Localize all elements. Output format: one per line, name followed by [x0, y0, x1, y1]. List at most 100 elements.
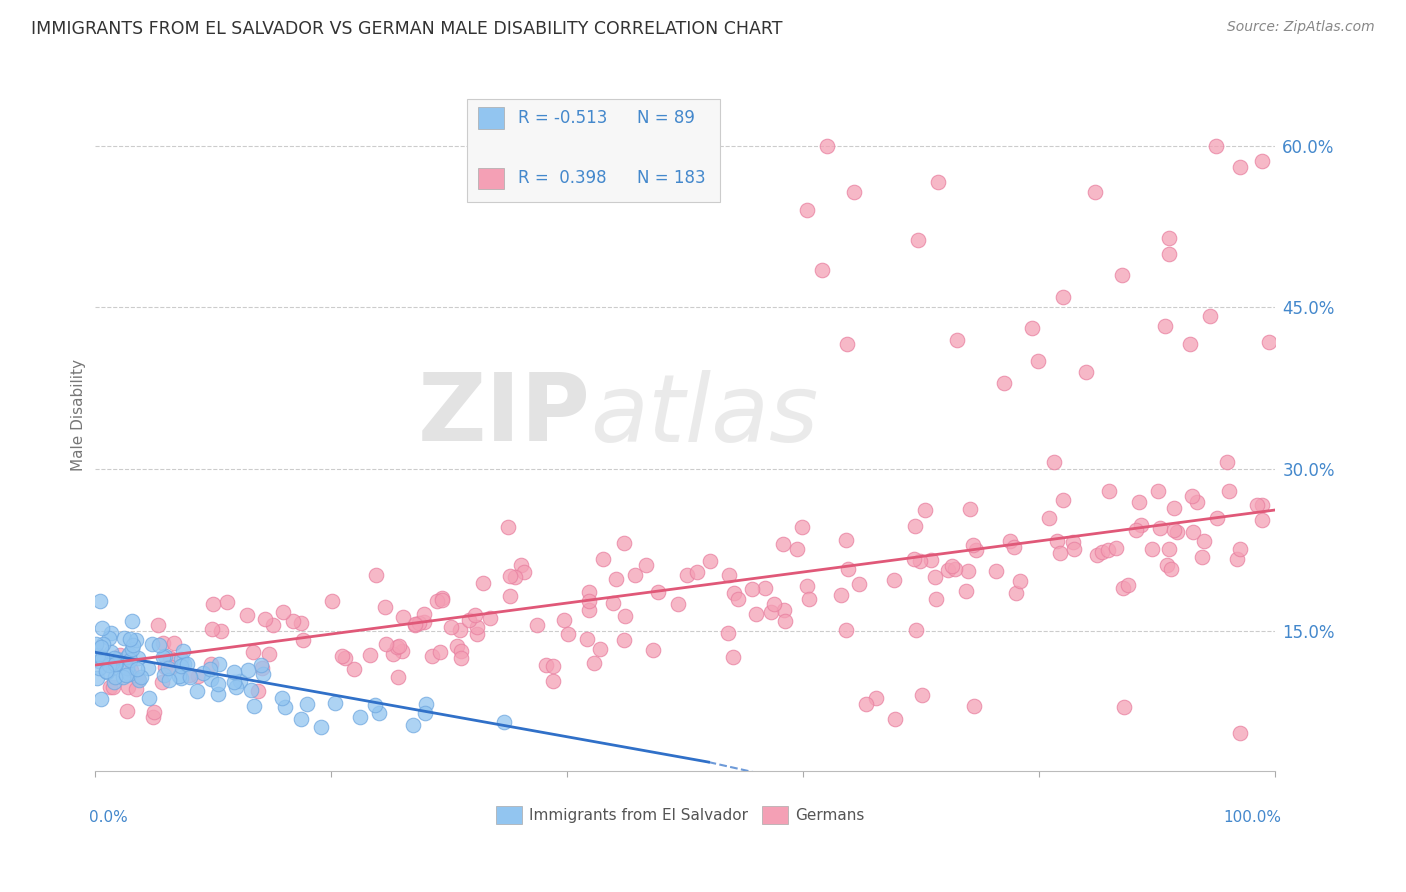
- Point: [478, 611, 501, 625]
- Point: [1226, 551, 1249, 566]
- Point: [382, 647, 405, 661]
- Point: [1052, 290, 1074, 304]
- Point: [159, 651, 181, 665]
- Point: [957, 565, 980, 579]
- Point: [1063, 541, 1085, 556]
- Point: [699, 553, 721, 567]
- Point: [623, 568, 645, 582]
- Point: [153, 668, 176, 682]
- Point: [200, 672, 222, 686]
- Point: [741, 582, 763, 596]
- Point: [1205, 511, 1227, 525]
- Point: [754, 581, 776, 595]
- Point: [163, 636, 186, 650]
- Point: [513, 565, 536, 579]
- Point: [1163, 501, 1185, 516]
- Point: [936, 563, 959, 577]
- Point: [84, 637, 107, 651]
- Point: [941, 558, 963, 573]
- Text: N = 89: N = 89: [637, 109, 695, 127]
- Point: [1098, 483, 1121, 498]
- Point: [666, 597, 689, 611]
- Point: [955, 583, 977, 598]
- Point: [103, 651, 125, 665]
- Point: [1005, 585, 1028, 599]
- Point: [136, 661, 159, 675]
- Point: [87, 648, 110, 663]
- Point: [848, 576, 870, 591]
- Point: [177, 667, 200, 681]
- Point: [148, 638, 170, 652]
- Point: [343, 662, 366, 676]
- Point: [905, 623, 928, 637]
- Text: 100.0%: 100.0%: [1223, 810, 1281, 825]
- Point: [962, 538, 984, 552]
- Point: [236, 663, 259, 677]
- Point: [835, 533, 858, 547]
- Point: [557, 626, 579, 640]
- Point: [413, 706, 436, 720]
- Point: [87, 654, 110, 668]
- Point: [1043, 455, 1066, 469]
- Point: [790, 520, 813, 534]
- Point: [90, 621, 112, 635]
- Point: [91, 637, 114, 651]
- Point: [311, 720, 333, 734]
- Point: [911, 689, 934, 703]
- Point: [290, 712, 312, 726]
- Point: [1157, 542, 1180, 557]
- Point: [387, 670, 409, 684]
- Point: [1076, 365, 1098, 379]
- Point: [101, 680, 124, 694]
- Point: [103, 660, 125, 674]
- Point: [157, 661, 180, 675]
- Point: [172, 644, 194, 658]
- FancyBboxPatch shape: [762, 806, 787, 824]
- Point: [271, 690, 294, 705]
- Point: [1002, 540, 1025, 554]
- Point: [1251, 498, 1274, 512]
- Point: [830, 588, 852, 602]
- Point: [772, 602, 794, 616]
- Point: [465, 627, 488, 641]
- Point: [200, 662, 222, 676]
- Point: [391, 644, 413, 658]
- Point: [1084, 185, 1107, 199]
- Point: [121, 614, 143, 628]
- Point: [914, 503, 936, 517]
- Point: [208, 657, 231, 671]
- Point: [1038, 511, 1060, 525]
- Point: [200, 657, 222, 671]
- Point: [408, 616, 430, 631]
- Point: [1149, 520, 1171, 534]
- Point: [641, 643, 664, 657]
- Point: [250, 658, 273, 673]
- Point: [179, 670, 201, 684]
- Point: [963, 698, 986, 713]
- Point: [1218, 483, 1240, 498]
- Point: [103, 675, 125, 690]
- Point: [496, 520, 519, 534]
- Point: [127, 672, 149, 686]
- Point: [1159, 231, 1181, 245]
- Point: [281, 614, 304, 628]
- Point: [402, 717, 425, 731]
- Point: [1199, 310, 1222, 324]
- Point: [222, 665, 245, 680]
- FancyBboxPatch shape: [467, 99, 720, 202]
- Point: [335, 651, 357, 665]
- Point: [534, 657, 557, 672]
- Point: [359, 648, 381, 663]
- Point: [1112, 700, 1135, 714]
- Point: [811, 263, 834, 277]
- Point: [1085, 548, 1108, 562]
- Point: [118, 632, 141, 647]
- Point: [582, 656, 605, 670]
- Point: [100, 645, 122, 659]
- Point: [613, 535, 636, 549]
- Point: [723, 586, 745, 600]
- Point: [236, 607, 259, 622]
- Point: [1187, 495, 1209, 509]
- Point: [252, 666, 274, 681]
- Point: [225, 680, 247, 694]
